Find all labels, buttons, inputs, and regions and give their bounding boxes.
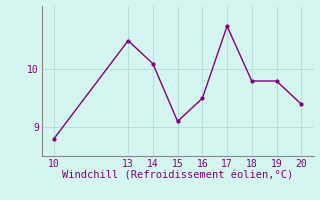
X-axis label: Windchill (Refroidissement éolien,°C): Windchill (Refroidissement éolien,°C) [62, 170, 293, 180]
